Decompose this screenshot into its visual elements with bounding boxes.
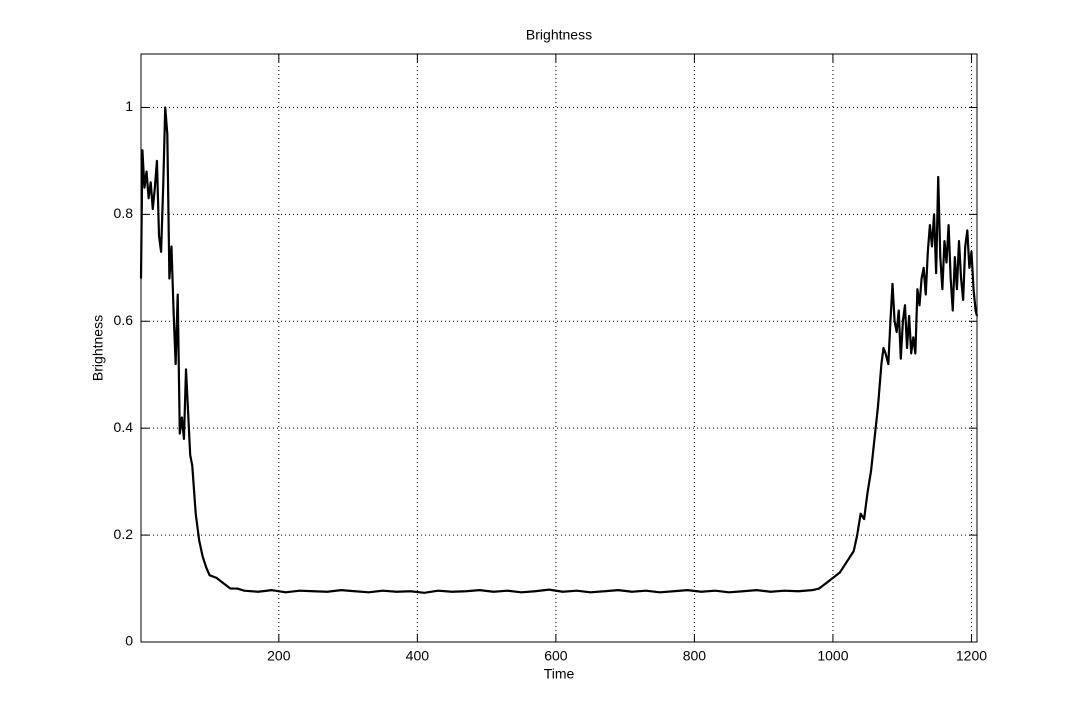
x-tick-label: 600: [544, 648, 568, 664]
y-tick-label: 0.6: [114, 312, 134, 328]
x-tick-label: 400: [406, 648, 430, 664]
x-tick-label: 800: [683, 648, 707, 664]
chart-title: Brightness: [526, 27, 592, 43]
axes-box: [140, 53, 978, 643]
x-tick-label: 1200: [956, 648, 987, 664]
y-tick-label: 0.8: [114, 205, 134, 221]
x-tick-label: 1000: [817, 648, 848, 664]
data-line: [139, 106, 979, 594]
y-axis-label: Brightness: [90, 315, 106, 381]
y-tick-label: 1: [125, 98, 133, 114]
x-tick-label: 200: [267, 648, 291, 664]
y-tick-label: 0: [125, 633, 133, 649]
x-axis-label: Time: [544, 666, 575, 682]
y-tick-label: 0.2: [114, 526, 134, 542]
y-tick-label: 0.4: [114, 419, 134, 435]
